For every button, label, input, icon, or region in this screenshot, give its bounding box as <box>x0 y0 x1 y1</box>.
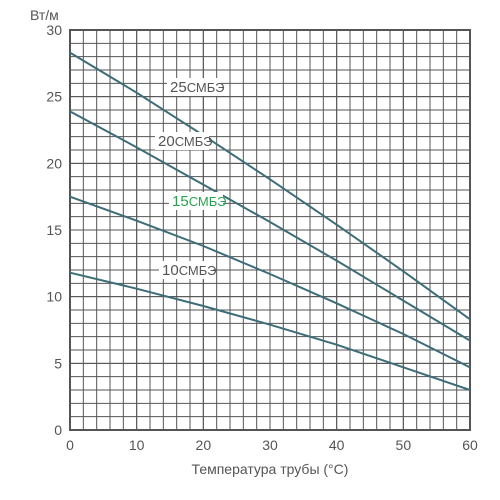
series-label: 25СМБЭ <box>170 79 225 96</box>
x-tick-label: 10 <box>129 437 145 453</box>
y-tick-label: 30 <box>46 22 62 38</box>
chart-container: 25СМБЭ 20СМБЭ 15СМБЭ 10СМБЭ 0 10 20 30 40 50 60 0 5 1… <box>0 0 500 500</box>
x-tick-label: 60 <box>462 437 478 453</box>
y-tick-label: 0 <box>54 422 62 438</box>
x-axis-label: Температура трубы (°С) <box>192 461 349 477</box>
line-chart: 25СМБЭ 20СМБЭ 15СМБЭ 10СМБЭ 0 10 20 30 40 50 60 0 5 1… <box>0 0 500 500</box>
x-tick-label: 40 <box>329 437 345 453</box>
x-tick-label: 30 <box>262 437 278 453</box>
x-tick-label: 20 <box>196 437 212 453</box>
x-tick-label: 0 <box>66 437 74 453</box>
y-axis-label: Вт/м <box>30 7 59 23</box>
x-tick-label: 50 <box>396 437 412 453</box>
y-tick-label: 10 <box>46 289 62 305</box>
chart-bg <box>0 0 500 500</box>
series-label: 10СМБЭ <box>162 262 217 279</box>
series-label: 20СМБЭ <box>158 133 213 150</box>
y-tick-label: 20 <box>46 155 62 171</box>
y-tick-label: 5 <box>54 355 62 371</box>
y-tick-label: 25 <box>46 89 62 105</box>
y-tick-label: 15 <box>46 222 62 238</box>
series-label: 15СМБЭ <box>172 193 227 210</box>
